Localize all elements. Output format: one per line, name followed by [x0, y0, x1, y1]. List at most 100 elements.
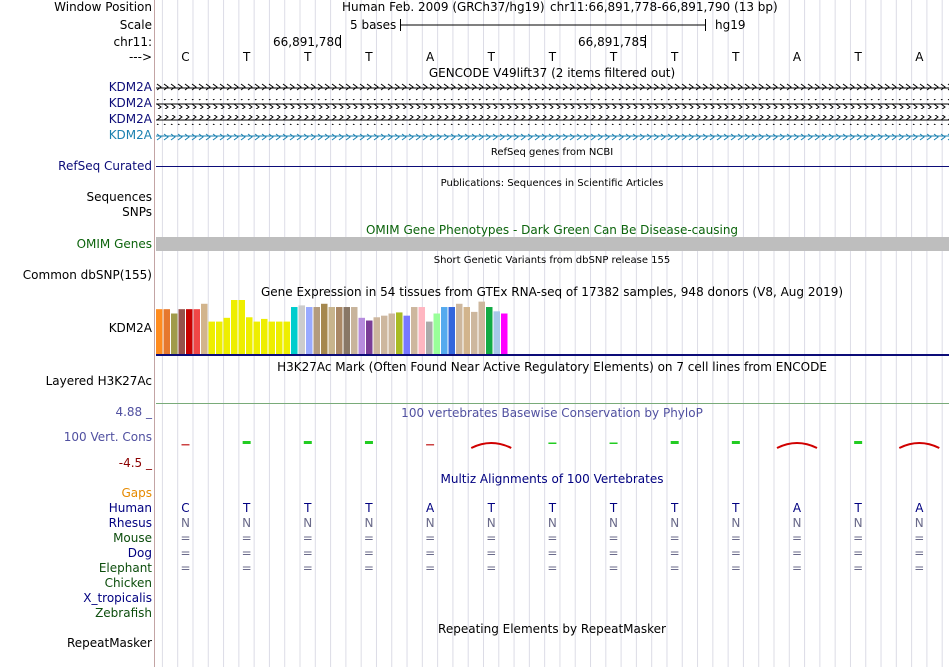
publications-title[interactable]: Publications: Sequences in Scientific Ar…: [440, 178, 664, 189]
position-coords[interactable]: chr11:66,891,778-66,891,790 (13 bp): [550, 0, 778, 14]
repeatmasker-label[interactable]: RepeatMasker: [66, 636, 152, 650]
gtex-bar-44: [486, 307, 493, 354]
alignment-cell: =: [669, 561, 680, 575]
alignment-cell: T: [732, 501, 740, 515]
gtex-gene-label[interactable]: KDM2A: [108, 321, 152, 335]
alignment-cell: =: [425, 531, 436, 545]
species-label-rhesus[interactable]: Rhesus: [108, 516, 152, 530]
phylop-mark-6: [548, 442, 557, 444]
sequences-label[interactable]: Sequences: [86, 190, 152, 204]
scale-bar: [400, 19, 706, 31]
gtex-bar-2: [171, 313, 178, 354]
alignment-cell: N: [853, 516, 863, 530]
strand-label[interactable]: --->: [128, 50, 152, 64]
gtex-bar-42: [471, 311, 478, 354]
gencode-gene-track[interactable]: [156, 82, 949, 142]
omim-title[interactable]: OMIM Gene Phenotypes - Dark Green Can Be…: [365, 223, 739, 237]
alignment-cell: =: [608, 561, 619, 575]
species-label-elephant[interactable]: Elephant: [98, 561, 152, 575]
alignment-cell: =: [547, 561, 558, 575]
gtex-bar-25: [343, 307, 350, 354]
gtex-bar-13: [253, 321, 260, 354]
gencode-title[interactable]: GENCODE V49lift37 (2 items filtered out): [428, 66, 676, 80]
gene-label-kdm2a-1[interactable]: KDM2A: [108, 80, 152, 94]
alignment-cell: =: [730, 561, 741, 575]
alignment-cell: C: [181, 501, 190, 515]
alignment-cell: =: [425, 546, 436, 560]
gene-label-kdm2a-4[interactable]: KDM2A: [108, 128, 152, 142]
gtex-bar-43: [478, 301, 485, 354]
gaps-label[interactable]: Gaps: [121, 486, 152, 500]
alignment-cell: =: [669, 531, 680, 545]
gtex-title[interactable]: Gene Expression in 54 tissues from GTEx …: [260, 285, 844, 299]
species-label-human[interactable]: Human: [108, 501, 152, 515]
scale-label[interactable]: Scale: [119, 18, 152, 32]
gene-line-kdm2a-4: [156, 131, 949, 141]
gtex-bar-35: [418, 307, 425, 354]
gtex-bar-6: [201, 303, 208, 354]
gtex-bar-46: [501, 313, 508, 354]
species-label-x_tropicalis[interactable]: X_tropicalis: [83, 591, 152, 605]
alignment-cell: =: [180, 531, 191, 545]
gtex-bar-40: [456, 303, 463, 354]
multiz-title[interactable]: Multiz Alignments of 100 Vertebrates: [440, 472, 664, 486]
gtex-bar-32: [396, 312, 403, 354]
species-label-chicken[interactable]: Chicken: [104, 576, 152, 590]
phylop-title[interactable]: 100 vertebrates Basewise Conservation by…: [401, 406, 703, 420]
alignment-cell: =: [730, 546, 741, 560]
phylop-mark-7: [609, 442, 618, 444]
species-label-mouse[interactable]: Mouse: [113, 531, 152, 545]
alignment-cell: =: [608, 531, 619, 545]
dbsnp-label[interactable]: Common dbSNP(155): [22, 268, 152, 282]
gene-line-kdm2a-3: [156, 115, 949, 125]
alignment-cell: A: [792, 501, 802, 515]
snps-label[interactable]: SNPs: [122, 205, 152, 219]
gtex-bar-9: [223, 317, 230, 354]
alignment-cell: =: [791, 546, 803, 560]
omim-gene-bar[interactable]: [156, 237, 949, 251]
gtex-bar-5: [193, 309, 200, 354]
gene-line-kdm2a-2: [156, 99, 949, 109]
alignment-cell: N: [547, 516, 557, 530]
window-position-label[interactable]: Window Position: [54, 0, 152, 14]
base-3: T: [365, 50, 373, 64]
gene-label-kdm2a-2[interactable]: KDM2A: [108, 96, 152, 110]
alignment-cell: =: [486, 546, 497, 560]
alignment-cell: =: [363, 531, 374, 545]
phylop-track-label[interactable]: 100 Vert. Cons: [63, 430, 152, 444]
base-2: T: [304, 50, 312, 64]
refseq-title[interactable]: RefSeq genes from NCBI: [490, 147, 614, 158]
species-label-zebrafish[interactable]: Zebrafish: [95, 606, 152, 620]
repeatmasker-title[interactable]: Repeating Elements by RepeatMasker: [438, 622, 666, 636]
alignment-cell: =: [730, 531, 741, 545]
base-5: T: [487, 50, 495, 64]
gtex-bar-31: [388, 313, 395, 354]
alignment-cell: =: [791, 561, 803, 575]
gtex-bar-34: [411, 307, 418, 354]
gtex-bar-21: [313, 307, 320, 354]
alignment-cell: T: [854, 501, 862, 515]
refseq-label[interactable]: RefSeq Curated: [58, 159, 152, 173]
phylop-mark-0: [181, 444, 190, 446]
alignment-cell: =: [241, 546, 252, 560]
alignment-cell: =: [914, 561, 925, 575]
omim-label[interactable]: OMIM Genes: [76, 237, 152, 251]
base-12: A: [915, 50, 924, 64]
species-label-dog[interactable]: Dog: [127, 546, 152, 560]
h3k27ac-title[interactable]: H3K27Ac Mark (Often Found Near Active Re…: [277, 360, 827, 374]
phylop-signal[interactable]: [156, 420, 949, 470]
gene-line-kdm2a-1: [156, 83, 949, 93]
chrom-label[interactable]: chr11:: [113, 35, 152, 49]
alignment-cell: N: [303, 516, 313, 530]
gtex-expression-bars[interactable]: [156, 300, 949, 356]
phylop-min-label: -4.5 _: [118, 456, 152, 470]
h3k27ac-label[interactable]: Layered H3K27Ac: [45, 374, 152, 388]
dbsnp-title[interactable]: Short Genetic Variants from dbSNP releas…: [433, 255, 671, 266]
alignment-cell: =: [180, 561, 191, 575]
gtex-bar-27: [358, 317, 365, 354]
alignment-cell: N: [609, 516, 619, 530]
gene-label-kdm2a-3[interactable]: KDM2A: [108, 112, 152, 126]
alignment-cell: T: [304, 501, 312, 515]
refseq-gene-line[interactable]: [156, 166, 949, 167]
